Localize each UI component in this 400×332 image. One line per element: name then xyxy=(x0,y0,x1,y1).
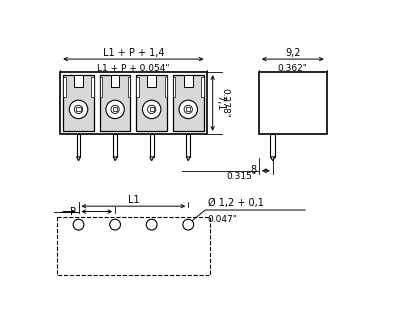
Bar xyxy=(173,75,204,131)
Bar xyxy=(270,134,275,157)
Text: 0.047": 0.047" xyxy=(208,214,237,224)
Bar xyxy=(113,107,117,112)
Bar xyxy=(164,77,167,97)
Text: P: P xyxy=(70,207,76,216)
Circle shape xyxy=(183,219,194,230)
Bar xyxy=(147,75,156,87)
Circle shape xyxy=(146,219,157,230)
Bar xyxy=(76,107,81,112)
Bar xyxy=(150,107,154,112)
Polygon shape xyxy=(77,157,80,161)
Bar xyxy=(173,77,175,97)
Bar xyxy=(57,217,210,276)
Text: L1 + P + 1,4: L1 + P + 1,4 xyxy=(103,47,164,57)
Bar xyxy=(186,134,190,157)
Circle shape xyxy=(69,100,88,119)
Polygon shape xyxy=(186,157,190,161)
Bar xyxy=(184,75,192,87)
Text: 7,1: 7,1 xyxy=(215,95,225,111)
Text: Ø 1,2 + 0,1: Ø 1,2 + 0,1 xyxy=(208,199,263,208)
Circle shape xyxy=(74,105,83,114)
Text: 0.278": 0.278" xyxy=(220,88,230,118)
Bar xyxy=(92,77,94,97)
Bar xyxy=(60,72,206,134)
Text: 8: 8 xyxy=(250,165,256,175)
Bar xyxy=(186,107,190,112)
Polygon shape xyxy=(270,157,275,161)
Bar xyxy=(128,77,130,97)
Bar xyxy=(77,134,80,157)
Text: L1: L1 xyxy=(128,195,139,205)
Bar xyxy=(136,75,167,131)
Bar xyxy=(113,134,117,157)
Bar xyxy=(111,75,120,87)
Circle shape xyxy=(73,219,84,230)
Circle shape xyxy=(184,105,192,114)
Bar xyxy=(136,77,139,97)
Circle shape xyxy=(111,105,119,114)
Bar xyxy=(63,77,66,97)
Circle shape xyxy=(148,105,156,114)
Bar xyxy=(201,77,204,97)
Bar xyxy=(100,77,102,97)
Text: 0.315": 0.315" xyxy=(226,172,256,181)
Bar xyxy=(100,75,130,131)
Bar xyxy=(63,75,94,131)
Polygon shape xyxy=(113,157,117,161)
Text: L1 + P + 0.054": L1 + P + 0.054" xyxy=(97,64,170,73)
Bar xyxy=(259,72,327,134)
Bar xyxy=(74,75,83,87)
Polygon shape xyxy=(150,157,154,161)
Circle shape xyxy=(106,100,124,119)
Circle shape xyxy=(110,219,120,230)
Text: 9,2: 9,2 xyxy=(285,47,300,57)
Bar xyxy=(150,134,154,157)
Circle shape xyxy=(179,100,198,119)
Text: 0.362": 0.362" xyxy=(278,64,308,73)
Circle shape xyxy=(142,100,161,119)
